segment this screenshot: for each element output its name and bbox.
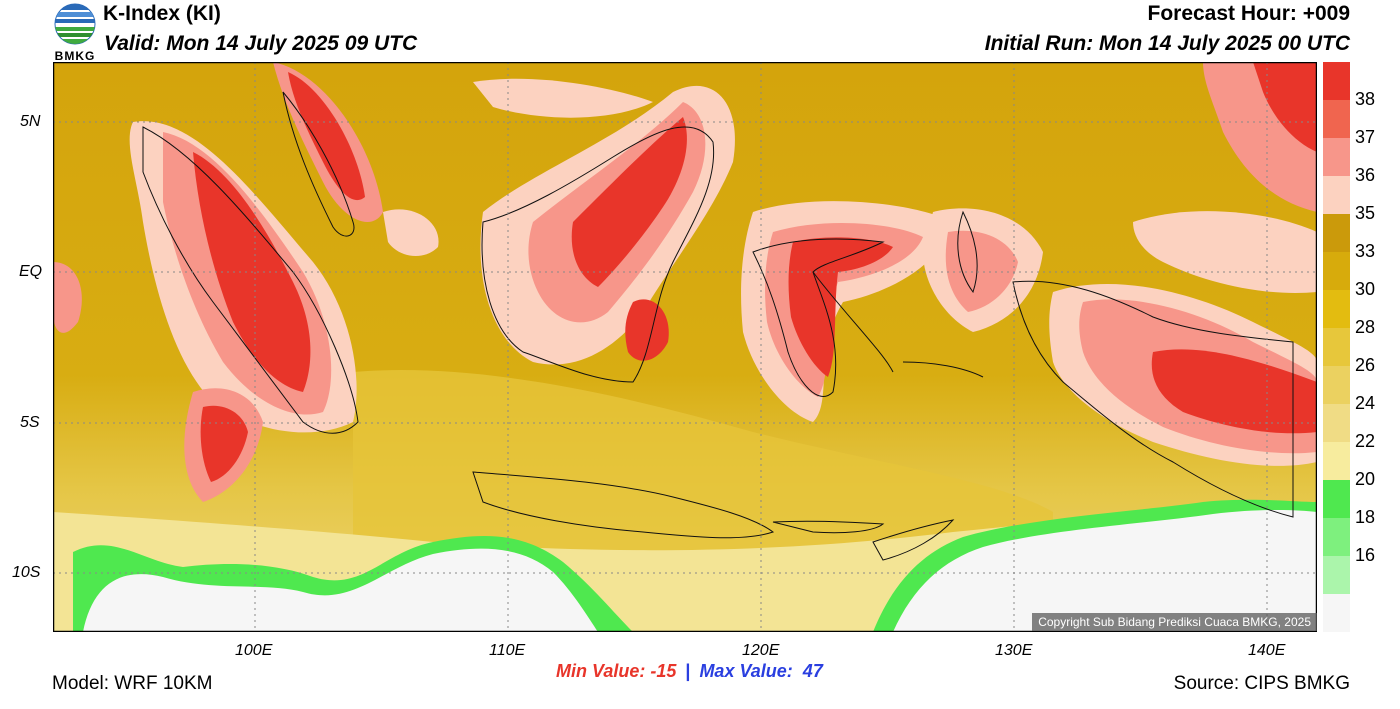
max-value: Max Value: 47 xyxy=(699,661,823,681)
lat-label-eq: EQ xyxy=(19,263,43,280)
lat-label-10s: 10S xyxy=(12,564,41,581)
lon-label-100e: 100E xyxy=(235,642,273,659)
lat-label-5n: 5N xyxy=(20,113,41,130)
valid-time: Valid: Mon 14 July 2025 09 UTC xyxy=(104,32,418,55)
colorbar-swatch xyxy=(1323,252,1350,291)
map-gridlines xyxy=(53,62,1317,632)
min-value: Min Value: -15 xyxy=(556,661,677,681)
lat-label-5s: 5S xyxy=(20,414,40,431)
bmkg-logo: BMKG xyxy=(52,2,98,63)
colorbar-tick-label: 36 xyxy=(1355,165,1376,185)
colorbar-swatch xyxy=(1323,366,1350,405)
colorbar-swatch xyxy=(1323,404,1350,443)
colorbar-swatch xyxy=(1323,556,1350,595)
field-high-k xyxy=(53,62,1317,502)
lon-label-120e: 120E xyxy=(742,642,780,659)
source-label: Source: CIPS BMKG xyxy=(1173,673,1350,694)
lon-label-140e: 140E xyxy=(1248,642,1286,659)
colorbar-swatch xyxy=(1323,480,1350,519)
min-max-readout: Min Value: -15 | Max Value: 47 xyxy=(556,661,823,682)
k-index-map: Copyright Sub Bidang Prediksi Cuaca BMKG… xyxy=(52,61,1318,633)
colorbar-swatch xyxy=(1323,214,1350,253)
lon-label-130e: 130E xyxy=(995,642,1033,659)
bmkg-logo-icon xyxy=(54,3,96,45)
map-title: K-Index (KI) xyxy=(103,2,221,25)
colorbar-tick-label: 37 xyxy=(1355,127,1376,147)
colorbar-swatch xyxy=(1323,518,1350,557)
colorbar-tick-label: 16 xyxy=(1355,545,1376,565)
colorbar-tick-label: 33 xyxy=(1355,241,1376,261)
colorbar-swatch xyxy=(1323,594,1350,633)
colorbar-tick-label: 26 xyxy=(1355,355,1376,375)
colorbar-tick-label: 35 xyxy=(1355,203,1376,223)
copyright-notice: Copyright Sub Bidang Prediksi Cuaca BMKG… xyxy=(1032,613,1317,631)
colorbar-swatch xyxy=(1323,62,1350,101)
colorbar-swatch xyxy=(1323,442,1350,481)
colorbar xyxy=(1323,62,1350,633)
colorbar-tick-label: 30 xyxy=(1355,279,1376,299)
colorbar-tick-label: 38 xyxy=(1355,89,1376,109)
min-max-separator: | xyxy=(685,661,691,681)
colorbar-labels: 38 37 36 35 33 30 28 26 24 22 20 18 16 xyxy=(1355,62,1395,632)
colorbar-tick-label: 22 xyxy=(1355,431,1376,451)
forecast-hour: Forecast Hour: +009 xyxy=(1147,2,1351,25)
colorbar-swatch xyxy=(1323,100,1350,139)
field-white-east xyxy=(893,510,1317,632)
map-frame xyxy=(52,61,1318,633)
colorbar-tick-label: 24 xyxy=(1355,393,1376,413)
colorbar-swatch xyxy=(1323,328,1350,367)
field-white-west xyxy=(83,548,598,632)
colorbar-swatch xyxy=(1323,176,1350,215)
coastlines xyxy=(142,91,1294,561)
initial-run: Initial Run: Mon 14 July 2025 00 UTC xyxy=(984,32,1350,55)
model-label: Model: WRF 10KM xyxy=(52,673,213,694)
colorbar-swatch xyxy=(1323,290,1350,329)
lon-label-110e: 110E xyxy=(489,642,526,659)
colorbar-tick-label: 28 xyxy=(1355,317,1376,337)
colorbar-swatch xyxy=(1323,138,1350,177)
colorbar-tick-label: 18 xyxy=(1355,507,1376,527)
colorbar-tick-label: 20 xyxy=(1355,469,1376,489)
bmkg-logo-text: BMKG xyxy=(54,49,96,63)
